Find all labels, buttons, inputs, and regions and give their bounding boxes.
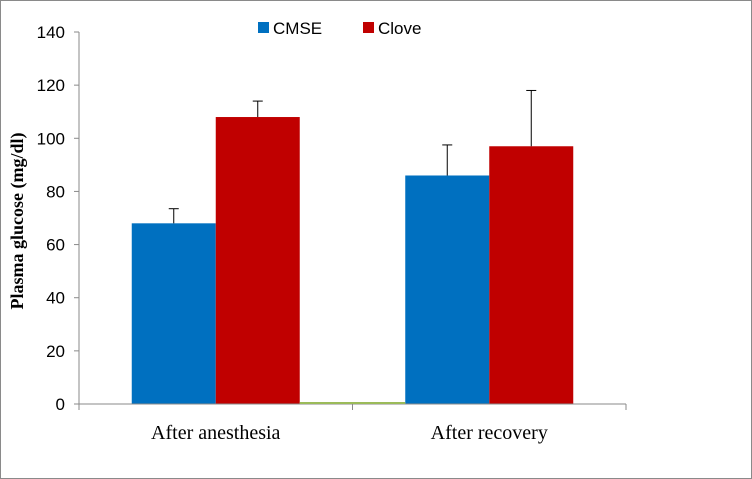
y-tick-label: 40 (46, 289, 65, 308)
x-axis-labels: After anesthesia After recovery (151, 422, 548, 444)
bar-clove (215, 117, 300, 405)
legend-label-cmse: CMSE (273, 19, 322, 38)
legend-label-clove: Clove (378, 19, 421, 38)
y-tick-label: 20 (46, 342, 65, 361)
bar-cmse (131, 223, 216, 404)
legend: CMSE Clove (258, 19, 421, 38)
bars-group (131, 117, 574, 405)
x-category-label: After anesthesia (151, 422, 281, 444)
y-axis-ticks: 0 20 40 60 80 100 120 140 (37, 23, 627, 414)
bar-clove (489, 146, 574, 404)
y-tick-label: 0 (56, 395, 65, 414)
y-tick-label: 100 (37, 129, 65, 148)
y-tick-label: 60 (46, 236, 65, 255)
y-tick-label: 120 (37, 76, 65, 95)
y-tick-label: 140 (37, 23, 65, 42)
bar-cmse (405, 175, 490, 404)
legend-swatch-cmse (258, 22, 269, 33)
error-bars-group (168, 89, 537, 224)
x-category-label: After recovery (431, 422, 548, 444)
legend-swatch-clove (363, 22, 374, 33)
y-tick-label: 80 (46, 182, 65, 201)
y-axis-title: Plasma glucose (mg/dl) (7, 133, 28, 310)
